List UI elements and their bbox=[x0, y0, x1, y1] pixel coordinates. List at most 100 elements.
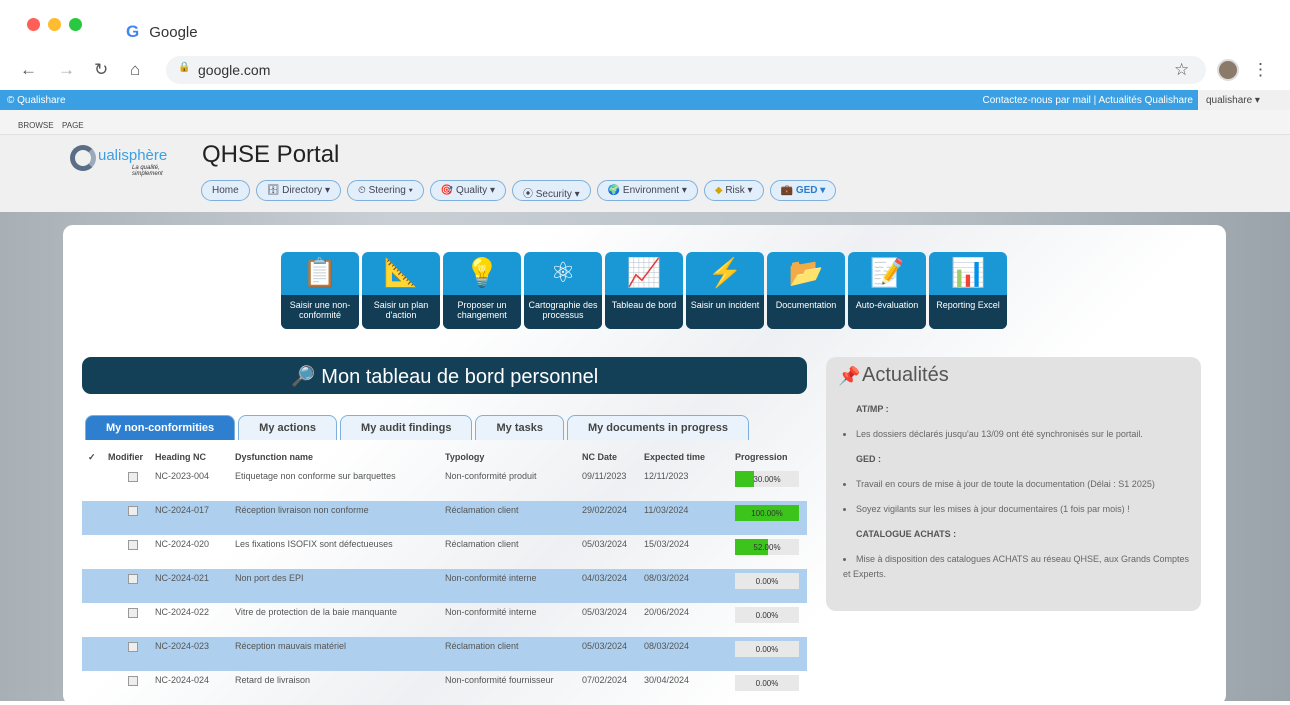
tile-button[interactable]: 📊 Reporting Excel bbox=[929, 252, 1007, 329]
back-icon[interactable]: ← bbox=[20, 60, 37, 79]
tile-icon: 💡 bbox=[464, 257, 500, 288]
table-row[interactable]: NC-2024-023 Réception mauvais matériel R… bbox=[82, 637, 807, 671]
edit-icon[interactable] bbox=[128, 642, 138, 652]
window-controls[interactable] bbox=[27, 18, 82, 31]
home-icon[interactable]: ⌂ bbox=[130, 60, 141, 79]
nc-date: 09/11/2023 bbox=[582, 471, 627, 481]
browser-tab[interactable]: G Google bbox=[126, 22, 198, 42]
progress-bar: 0.00% bbox=[735, 641, 799, 657]
user-menu[interactable]: qualishare ▾ bbox=[1198, 90, 1290, 110]
profile-avatar[interactable] bbox=[1217, 59, 1239, 81]
select-all[interactable]: ✓ bbox=[88, 452, 96, 462]
tile-label: Cartographie des processus bbox=[524, 295, 602, 329]
forward-icon[interactable]: → bbox=[58, 60, 75, 79]
nc-expected: 20/06/2024 bbox=[644, 607, 690, 617]
menu-ged[interactable]: 💼 GED ▾ bbox=[769, 180, 837, 201]
col-nc-date[interactable]: NC Date bbox=[582, 452, 618, 462]
content-area: 📋 Saisir une non-conformité 📐 Saisir un pla… bbox=[0, 212, 1290, 705]
menu-environment[interactable]: 🌍 Environment ▾ bbox=[596, 180, 698, 201]
menu-home[interactable]: Home bbox=[201, 180, 250, 201]
nc-date: 04/03/2024 bbox=[582, 573, 628, 583]
dashboard-tabs: My non-conformities My actions My audit … bbox=[85, 415, 749, 440]
table-row[interactable]: NC-2024-017 Réception livraison non conf… bbox=[82, 501, 807, 535]
nc-id[interactable]: NC-2024-024 bbox=[155, 675, 210, 685]
nc-id[interactable]: NC-2024-021 bbox=[155, 573, 210, 583]
menu-quality[interactable]: 🎯 Quality ▾ bbox=[429, 180, 506, 201]
nc-id[interactable]: NC-2024-023 bbox=[155, 641, 210, 651]
col-dysfunction[interactable]: Dysfunction name bbox=[235, 452, 314, 462]
steering-icon: ⏲ bbox=[357, 185, 366, 196]
menu-steering[interactable]: ⏲ Steering ▾ bbox=[346, 180, 424, 201]
tile-button[interactable]: 📋 Saisir une non-conformité bbox=[281, 252, 359, 329]
nc-date: 05/03/2024 bbox=[582, 539, 628, 549]
url-text: google.com bbox=[198, 62, 271, 78]
col-heading[interactable]: Heading NC bbox=[155, 452, 207, 462]
portal-header: ualisphère La qualité, simplement QHSE Po… bbox=[0, 134, 1290, 212]
ribbon-page[interactable]: PAGE bbox=[62, 121, 84, 130]
nc-id[interactable]: NC-2023-004 bbox=[155, 471, 210, 481]
edit-icon[interactable] bbox=[128, 540, 138, 550]
bookmark-star-icon[interactable]: ☆ bbox=[1174, 60, 1190, 79]
news-item: Les dossiers déclarés jusqu'au 13/09 ont… bbox=[843, 427, 1191, 442]
nc-name: Réception livraison non conforme bbox=[235, 505, 369, 515]
quality-icon: 🎯 bbox=[440, 185, 454, 196]
nc-date: 05/03/2024 bbox=[582, 607, 628, 617]
news-heading: CATALOGUE ACHATS : bbox=[856, 529, 957, 539]
tile-label: Reporting Excel bbox=[929, 295, 1007, 329]
nc-date: 05/03/2024 bbox=[582, 641, 628, 651]
col-progression[interactable]: Progression bbox=[735, 452, 788, 462]
browser-chrome: G Google ← → ↻ ⌂ 🔒 google.com ☆ ⋮ bbox=[0, 0, 1290, 90]
col-expected[interactable]: Expected time bbox=[644, 452, 706, 462]
tab-my-audit-findings[interactable]: My audit findings bbox=[340, 415, 473, 440]
tile-button[interactable]: 📂 Documentation bbox=[767, 252, 845, 329]
edit-icon[interactable] bbox=[128, 574, 138, 584]
tab-title: Google bbox=[149, 23, 198, 41]
table-row[interactable]: NC-2024-020 Les fixations ISOFIX sont dé… bbox=[82, 535, 807, 569]
nc-typology: Non-conformité interne bbox=[445, 573, 537, 583]
tile-label: Tableau de bord bbox=[605, 295, 683, 329]
progress-bar: 0.00% bbox=[735, 607, 799, 623]
nc-id[interactable]: NC-2024-022 bbox=[155, 607, 210, 617]
tile-button[interactable]: ⚡ Saisir un incident bbox=[686, 252, 764, 329]
tab-my-non-conformities[interactable]: My non-conformities bbox=[85, 415, 236, 440]
table-row[interactable]: NC-2023-004 Etiquetage non conforme sur … bbox=[82, 467, 807, 501]
tile-icon: 📝 bbox=[869, 257, 905, 288]
edit-icon[interactable] bbox=[128, 472, 138, 482]
tile-label: Auto-évaluation bbox=[848, 295, 926, 329]
edit-icon[interactable] bbox=[128, 506, 138, 516]
nc-id[interactable]: NC-2024-020 bbox=[155, 539, 210, 549]
menu-kebab-icon[interactable]: ⋮ bbox=[1252, 60, 1269, 79]
news-panel: 📌 Actualités AT/MP : Les dossiers déclaré… bbox=[826, 357, 1201, 611]
tab-my-actions[interactable]: My actions bbox=[238, 415, 338, 440]
ged-icon: 💼 bbox=[780, 185, 794, 196]
tile-label: Proposer un changement bbox=[443, 295, 521, 329]
tile-button[interactable]: 📝 Auto-évaluation bbox=[848, 252, 926, 329]
edit-icon[interactable] bbox=[128, 676, 138, 686]
contact-links[interactable]: Contactez-nous par mail | Actualités Qua… bbox=[982, 95, 1193, 106]
reload-icon[interactable]: ↻ bbox=[94, 60, 109, 79]
environment-icon: 🌍 bbox=[607, 185, 621, 196]
tile-button[interactable]: ⚛ Cartographie des processus bbox=[524, 252, 602, 329]
nc-expected: 30/04/2024 bbox=[644, 675, 690, 685]
menu-security[interactable]: ⦿ Security ▾ bbox=[511, 180, 591, 201]
tab-my-documents[interactable]: My documents in progress bbox=[566, 415, 749, 440]
nc-name: Non port des EPI bbox=[235, 573, 304, 583]
table-row[interactable]: NC-2024-022 Vitre de protection de la ba… bbox=[82, 603, 807, 637]
tile-button[interactable]: 💡 Proposer un changement bbox=[443, 252, 521, 329]
table-row[interactable]: NC-2024-024 Retard de livraison Non-conf… bbox=[82, 671, 807, 705]
qualisphere-logo[interactable]: ualisphère La qualité, simplement bbox=[70, 143, 192, 177]
tile-button[interactable]: 📈 Tableau de bord bbox=[605, 252, 683, 329]
col-typology[interactable]: Typology bbox=[445, 452, 485, 462]
tile-button[interactable]: 📐 Saisir un plan d'action bbox=[362, 252, 440, 329]
address-bar[interactable]: 🔒 google.com bbox=[166, 56, 1206, 84]
tab-my-tasks[interactable]: My tasks bbox=[475, 415, 564, 440]
news-item: Travail en cours de mise à jour de toute… bbox=[843, 477, 1191, 492]
table-row[interactable]: NC-2024-021 Non port des EPI Non-conform… bbox=[82, 569, 807, 603]
ribbon-browse[interactable]: BROWSE bbox=[18, 121, 54, 130]
nc-id[interactable]: NC-2024-017 bbox=[155, 505, 210, 515]
ribbon: BROWSE PAGE bbox=[0, 110, 1290, 134]
edit-icon[interactable] bbox=[128, 608, 138, 618]
menu-directory[interactable]: 🗄 Directory ▾ bbox=[255, 180, 341, 201]
nc-name: Etiquetage non conforme sur barquettes bbox=[235, 471, 396, 481]
menu-risk[interactable]: ◆ Risk ▾ bbox=[703, 180, 764, 201]
